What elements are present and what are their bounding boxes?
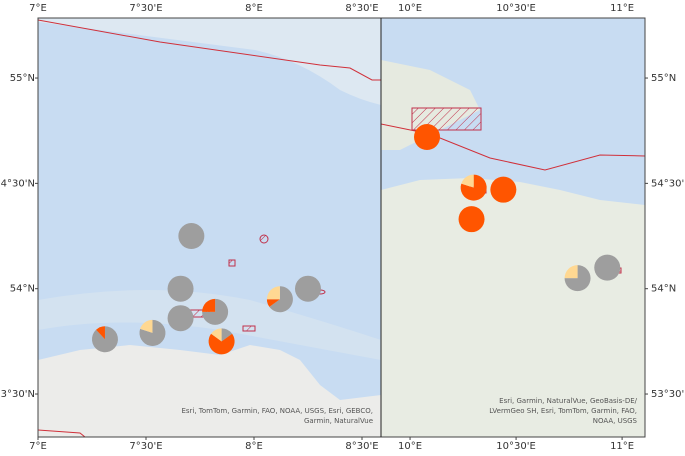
pie-slice (414, 124, 441, 151)
x-tick-label: 8°30'E (345, 3, 378, 14)
pie-slice (96, 326, 105, 340)
pie-marker (167, 305, 194, 332)
pie-slice (458, 206, 485, 233)
pie-marker (91, 326, 118, 353)
x-tick-label: 7°E (29, 3, 47, 14)
y-tick-label: 54°30'N (0, 178, 35, 189)
y-tick-label: 54°N (651, 284, 676, 295)
pie-slice (221, 328, 233, 342)
pie-marker (266, 286, 293, 313)
pie-slice (460, 174, 487, 201)
pie-marker (202, 298, 229, 325)
panel-left (38, 18, 381, 437)
y-tick-label: 55°N (651, 73, 676, 84)
pie-marker (458, 206, 485, 233)
x-tick-label: 10°30'E (496, 3, 536, 14)
panel-right (381, 18, 645, 437)
pie-marker (594, 254, 621, 281)
x-tick-label: 7°E (29, 441, 47, 452)
pie-slice (202, 298, 216, 312)
y-tick-label: 55°N (10, 73, 35, 84)
pie-marker (208, 328, 235, 355)
pie-slice (167, 275, 194, 302)
x-tick-label: 11°E (610, 441, 634, 452)
pie-marker (460, 174, 487, 201)
pie-slice (564, 265, 578, 279)
x-tick-label: 7°30'E (129, 3, 162, 14)
y-tick-label: 54°30'N (651, 178, 685, 189)
x-tick-label: 11°E (610, 3, 634, 14)
y-tick-label: 53°30'N (651, 389, 685, 400)
y-tick-label: 54°N (10, 284, 35, 295)
x-tick-label: 10°E (398, 441, 422, 452)
x-tick-label: 8°E (245, 441, 263, 452)
pie-slice (167, 305, 194, 332)
pie-slice (294, 275, 321, 302)
pie-slice (91, 326, 118, 353)
attribution: NOAA, USGS (593, 417, 638, 425)
attribution: Garmin, NaturalVue (304, 417, 373, 425)
x-tick-label: 10°30'E (496, 441, 536, 452)
pie-slice (208, 333, 235, 355)
pie-slice (139, 319, 166, 346)
pie-marker (178, 223, 205, 250)
attribution: Esri, Garmin, NaturalVue, GeoBasis-DE/ (499, 397, 637, 405)
x-tick-label: 10°E (398, 3, 422, 14)
pie-marker (564, 265, 591, 292)
pie-marker (414, 124, 441, 151)
pie-slice (269, 286, 293, 313)
attribution: Esri, TomTom, Garmin, FAO, NOAA, USGS, E… (181, 407, 373, 415)
pie-slice (178, 223, 205, 250)
pie-slice (461, 174, 474, 188)
x-tick-label: 8°30'E (345, 441, 378, 452)
pie-slice (266, 299, 280, 307)
pie-slice (211, 328, 222, 342)
pie-slice (594, 254, 621, 281)
y-tick-label: 53°30'N (0, 389, 35, 400)
x-tick-label: 7°30'E (129, 441, 162, 452)
attribution: LVermGeo SH, Esri, TomTom, Garmin, FAO, (489, 407, 637, 415)
frame (37, 17, 646, 438)
pie-slice (266, 286, 280, 300)
pie-slice (490, 176, 517, 203)
pie-marker (294, 275, 321, 302)
pie-slice (140, 319, 153, 333)
pie-marker (167, 275, 194, 302)
pie-marker (139, 319, 166, 346)
x-tick-label: 8°E (245, 3, 263, 14)
pie-marker (490, 176, 517, 203)
